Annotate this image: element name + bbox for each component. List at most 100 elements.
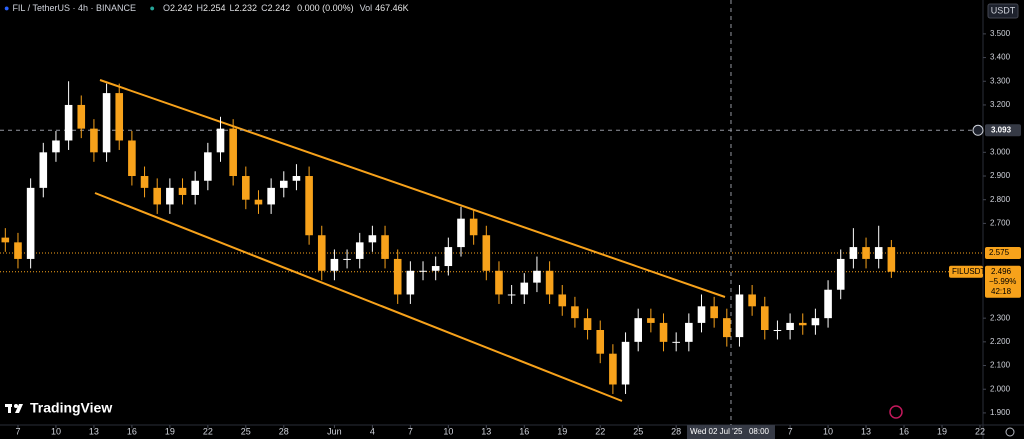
ohlc: O2.242 H2.254 L2.232 C2.242 xyxy=(163,3,294,13)
candle-body xyxy=(811,318,820,326)
candle-body xyxy=(431,266,440,271)
candle-body xyxy=(166,187,174,205)
y-tick-label: 2.200 xyxy=(990,337,1011,346)
candle-body xyxy=(343,258,351,260)
y-tick-label: 2.800 xyxy=(990,195,1011,204)
currency: USDT xyxy=(991,5,1016,15)
candle-body xyxy=(849,247,858,259)
x-tick-label: 7 xyxy=(15,426,20,436)
status-dot: ● xyxy=(149,3,155,13)
candle-body xyxy=(317,235,326,271)
candle-body xyxy=(596,330,605,354)
crosshair-time-box xyxy=(686,425,775,439)
candle-body xyxy=(609,353,617,385)
candle-body xyxy=(393,258,402,295)
change: 0.000 (0.00%) xyxy=(297,3,354,13)
candle-body xyxy=(697,306,706,323)
x-tick-label: 25 xyxy=(633,426,643,436)
y-tick-label: 3.500 xyxy=(990,29,1011,38)
candle-body xyxy=(305,176,313,236)
candle-body xyxy=(115,93,124,141)
candle-body xyxy=(419,270,427,272)
candle-body xyxy=(798,322,807,326)
candle-body xyxy=(672,341,680,343)
x-tick-label: 16 xyxy=(519,426,529,436)
x-tick-label: 28 xyxy=(279,426,289,436)
y-tick-label: 3.300 xyxy=(990,76,1011,85)
candle-body xyxy=(39,152,48,188)
ohlc-value: 2.242 xyxy=(267,3,291,13)
last-change: −5.99% xyxy=(989,277,1016,286)
candle-body xyxy=(836,258,845,290)
ohlc-label: H xyxy=(196,3,203,13)
ohlc-value: 2.232 xyxy=(234,3,258,13)
candle-body xyxy=(710,306,718,319)
volume-value: 467.46K xyxy=(375,3,409,13)
candle-body xyxy=(77,104,86,129)
y-tick-label: 2.700 xyxy=(990,219,1011,228)
candle-body xyxy=(1,237,10,243)
x-tick-label: 7 xyxy=(408,426,413,436)
last-price-box xyxy=(985,265,1021,298)
candle-body xyxy=(457,218,465,248)
x-tick-label: 16 xyxy=(127,426,137,436)
candle-body xyxy=(571,306,579,319)
candle-body xyxy=(406,270,415,295)
ohlc-label: C xyxy=(261,3,268,13)
candle-body xyxy=(153,187,162,205)
candle-body xyxy=(647,318,655,323)
x-tick-label: 13 xyxy=(861,426,871,436)
symbol-box xyxy=(949,265,983,278)
candle-body xyxy=(773,330,782,332)
candle-body xyxy=(204,152,212,181)
candle-body xyxy=(229,128,237,177)
candle-body xyxy=(178,187,187,195)
alert-icon[interactable] xyxy=(889,405,903,419)
countdown: 42:18 xyxy=(991,287,1012,296)
candle-body xyxy=(368,235,377,243)
x-tick-label: 22 xyxy=(595,426,605,436)
candle-body xyxy=(786,322,794,331)
candle-body xyxy=(583,318,592,331)
y-tick-label: 3.400 xyxy=(990,53,1011,62)
candle-body xyxy=(102,93,111,153)
candle-body xyxy=(330,258,339,271)
candle-body xyxy=(862,247,870,259)
x-tick-label: 4 xyxy=(370,426,375,436)
symbol-label: FILUSDT xyxy=(952,267,985,276)
x-tick-label: 10 xyxy=(443,426,453,436)
candle-body xyxy=(520,282,529,295)
add-alert-button[interactable] xyxy=(972,124,984,136)
candle-body xyxy=(254,199,263,205)
currency-button[interactable] xyxy=(987,3,1019,19)
x-tick-label: 28 xyxy=(671,426,681,436)
candle-body xyxy=(191,180,199,195)
candle-body xyxy=(292,176,301,181)
x-tick-label: 10 xyxy=(823,426,833,436)
crosshair-price-box xyxy=(985,124,1021,137)
candle-body xyxy=(216,128,225,153)
candle-body xyxy=(279,180,288,188)
logo xyxy=(5,404,23,413)
candle-body xyxy=(381,235,389,259)
candle-body xyxy=(52,140,60,153)
channel-upper[interactable] xyxy=(99,79,726,298)
candle-body xyxy=(545,270,554,295)
x-tick-label: Jun xyxy=(327,426,342,436)
crosshair-date-label: Wed 02 Jul '25 xyxy=(690,427,743,436)
candle-body xyxy=(685,322,693,342)
channel-lower[interactable] xyxy=(94,192,623,402)
candle-body xyxy=(444,247,453,267)
y-tick-label: 2.000 xyxy=(990,384,1011,393)
y-tick-label: 1.900 xyxy=(990,408,1011,417)
y-tick-label: 2.900 xyxy=(990,171,1011,180)
candle-body xyxy=(659,322,668,342)
x-tick-label: 25 xyxy=(241,426,251,436)
y-tick-label: 3.000 xyxy=(990,147,1011,156)
x-tick-label: 22 xyxy=(203,426,213,436)
title: FIL / TetherUS · 4h · BINANCE xyxy=(12,3,136,13)
ohlc-value: 2.242 xyxy=(169,3,193,13)
x-tick-label: 16 xyxy=(899,426,909,436)
